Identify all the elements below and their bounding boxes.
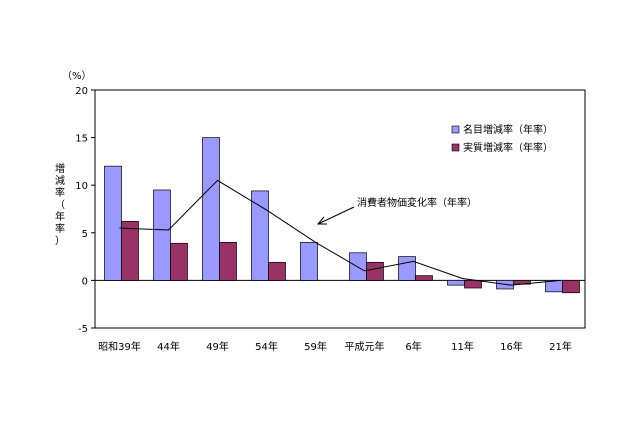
x-tick-label: 11年 xyxy=(451,340,474,353)
price-line xyxy=(119,179,561,286)
bar-nominal xyxy=(398,256,416,281)
x-tick-label: 44年 xyxy=(157,340,180,353)
y-tick-label: -5 xyxy=(78,324,88,335)
bar-real xyxy=(121,221,139,281)
line-annotation: 消費者物価変化率（年率） xyxy=(357,196,477,209)
x-tick-labels: 昭和39年 44年 49年 54年 59年 平成元年 6年 11年 16年 21年 xyxy=(98,340,572,353)
legend-label-nominal: 名目増減率（年率） xyxy=(463,123,553,136)
y-tick-label: 5 xyxy=(82,229,88,240)
legend-swatch-real xyxy=(451,143,460,152)
x-tick-label: 59年 xyxy=(304,340,327,353)
bar-real xyxy=(562,280,580,294)
bar-nominal xyxy=(300,241,318,281)
bars xyxy=(104,137,580,294)
bar-nominal xyxy=(447,280,465,286)
price-change-line xyxy=(119,179,561,286)
annotation-arrow-head xyxy=(316,216,327,225)
bar-nominal xyxy=(545,280,563,293)
x-tick-label: 49年 xyxy=(206,340,229,353)
bar-real xyxy=(219,241,237,281)
annotation-arrow-shaft xyxy=(317,206,355,225)
legend-swatch-nominal xyxy=(451,125,460,134)
bar-nominal xyxy=(202,137,220,281)
x-tick-label: 16年 xyxy=(500,340,523,353)
bar-real xyxy=(170,242,188,281)
legend-label-real: 実質増減率（年率） xyxy=(463,141,553,154)
x-tick-label: 昭和39年 xyxy=(98,340,141,353)
bar-nominal xyxy=(153,189,171,281)
y-ticks: -5 0 5 10 15 20 xyxy=(75,86,95,335)
y-tick-label: 15 xyxy=(75,134,88,145)
bar-nominal xyxy=(251,190,269,281)
x-tick-label: 6年 xyxy=(405,340,421,353)
x-tick-label: 平成元年 xyxy=(345,340,385,353)
bar-real xyxy=(464,280,482,289)
bar-nominal xyxy=(104,165,122,281)
bar-real xyxy=(268,261,286,281)
y-axis-title: 増減率（年率） xyxy=(55,162,65,247)
x-tick-label: 21年 xyxy=(549,340,572,353)
legend: 名目増減率（年率） 実質増減率（年率） xyxy=(451,123,553,154)
y-unit-label: （%） xyxy=(62,70,92,82)
y-tick-label: 0 xyxy=(82,276,88,287)
bar-real xyxy=(366,261,384,281)
y-tick-label: 20 xyxy=(75,86,88,97)
y-tick-label: 10 xyxy=(75,181,88,192)
bar-real xyxy=(415,275,433,281)
x-tick-label: 54年 xyxy=(255,340,278,353)
